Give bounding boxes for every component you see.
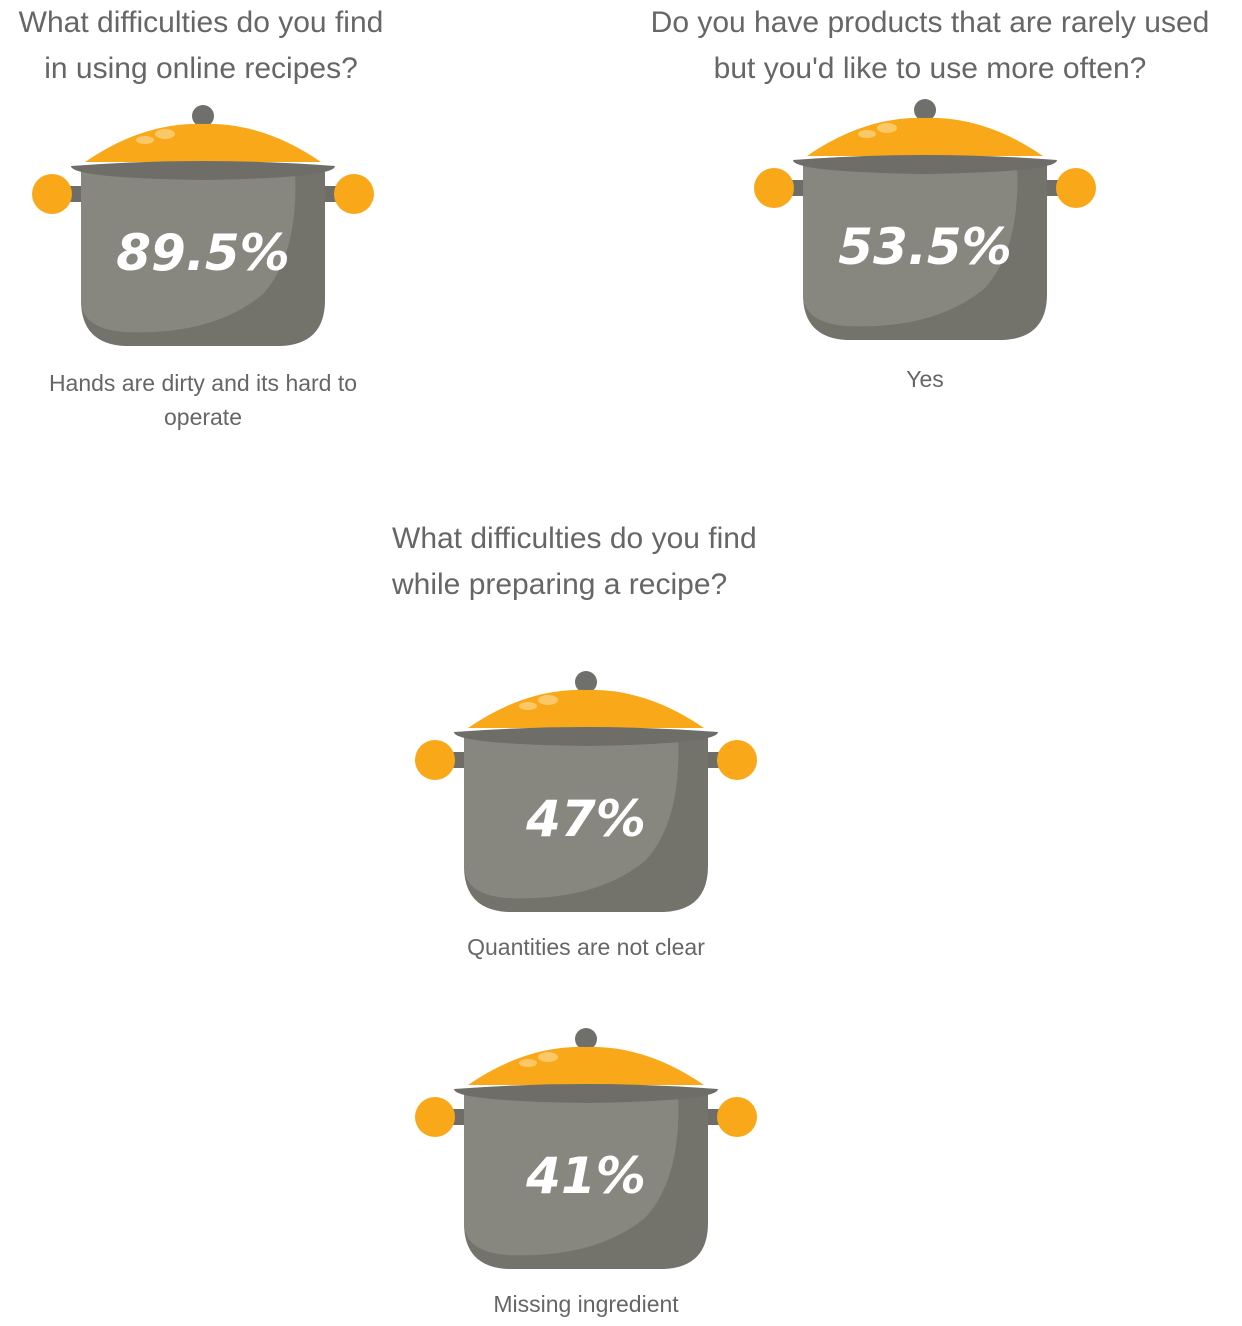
question-line: What difficulties do you find [392,522,757,555]
question-line: while preparing a recipe? [392,568,728,601]
question-line: Do you have products that are rarely use… [650,6,1210,39]
question-line: What difficulties do you find [18,6,384,39]
lid [468,1046,704,1085]
caption: Missing ingredient [493,1291,679,1317]
lid-rim [454,727,718,746]
lid-shine [519,1059,537,1067]
lid-shine [136,136,154,144]
question-line: but you'd like to use more often? [713,52,1147,85]
caption: Hands are dirty and its hard to operate [48,370,358,430]
lid-shine [877,123,897,133]
percentage: 41% [525,1147,646,1205]
pot: 47% [415,671,757,912]
caption: Yes [906,366,944,392]
lid-knob [192,105,214,127]
percentage: 53.5% [838,218,1011,276]
lid-rim [454,1084,718,1103]
pot-body-light [464,736,679,899]
question-line: in using online recipes? [44,52,358,85]
lid [85,123,321,162]
handle [32,174,72,214]
caption: Quantities are not clear [467,934,705,960]
lid [468,689,704,728]
pot: 53.5% [754,99,1096,340]
pot-body-light [464,1093,679,1256]
lid-knob [575,671,597,693]
lid-shine [538,1052,558,1062]
pot-body-light [81,170,296,333]
pot-body-light [803,164,1018,327]
lid-knob [914,99,936,121]
handle [415,740,455,780]
lid-shine [519,702,537,710]
lid-rim [71,161,335,180]
percentage: 47% [525,790,646,848]
handle [1056,168,1096,208]
lid-shine [155,129,175,139]
handle [754,168,794,208]
handle [717,740,757,780]
lid-shine [538,695,558,705]
lid [807,117,1043,156]
pot: 89.5% [32,105,374,346]
percentage: 89.5% [116,224,289,282]
lid-shine [858,130,876,138]
handle [334,174,374,214]
handle [415,1097,455,1137]
pot: 41% [415,1028,757,1269]
lid-rim [793,155,1057,174]
handle [717,1097,757,1137]
lid-knob [575,1028,597,1050]
